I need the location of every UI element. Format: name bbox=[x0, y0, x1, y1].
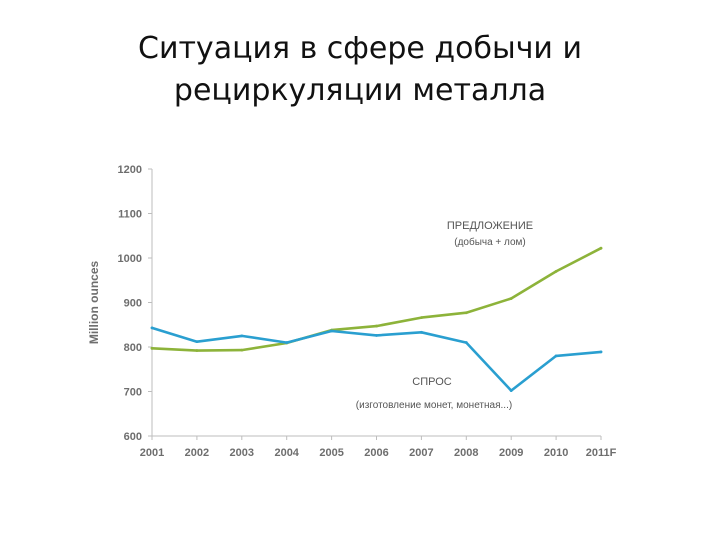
data-point bbox=[599, 350, 603, 354]
data-point bbox=[375, 324, 378, 328]
data-point bbox=[464, 341, 468, 344]
slide-title: Ситуация в сфере добычи и рециркуляции м… bbox=[0, 28, 720, 112]
data-point bbox=[330, 329, 333, 333]
data-point bbox=[150, 346, 154, 350]
x-tick-label: 2007 bbox=[409, 447, 433, 459]
x-tick-label: 2006 bbox=[364, 447, 388, 459]
demand-annotation-label: СПРОС bbox=[412, 376, 452, 388]
chart-annotations: ПРЕДЛОЖЕНИЕ (добыча + лом) СПРОС (изготовле… bbox=[356, 220, 533, 411]
y-tick-label: 1100 bbox=[118, 209, 142, 221]
y-tick-label: 900 bbox=[124, 298, 142, 310]
x-tick-label: 2010 bbox=[544, 447, 568, 459]
x-tick-label: 2011F bbox=[586, 447, 617, 459]
demand-annotation-sub: (изготовление монет, монетная...) bbox=[356, 400, 512, 411]
data-point bbox=[150, 326, 154, 330]
data-point bbox=[554, 269, 558, 273]
data-point bbox=[509, 389, 513, 393]
x-tick-label: 2005 bbox=[319, 447, 343, 459]
supply-annotation-label: ПРЕДЛОЖЕНИЕ bbox=[447, 220, 533, 232]
data-point bbox=[240, 348, 244, 352]
data-point bbox=[554, 354, 558, 358]
chart-axes: 600 700 800 900 1000 1100 1200 2001 2002 2003 2004… bbox=[87, 164, 617, 459]
x-tick-label: 2004 bbox=[274, 447, 299, 459]
y-tick-label: 600 bbox=[124, 431, 142, 443]
x-tick-label: 2009 bbox=[499, 447, 523, 459]
supply-annotation-sub: (добыча + лом) bbox=[454, 236, 526, 248]
y-tick-label: 1200 bbox=[118, 164, 142, 176]
data-point bbox=[375, 334, 378, 337]
data-point bbox=[509, 297, 513, 300]
y-tick-label: 1000 bbox=[118, 253, 142, 265]
x-tick-label: 2003 bbox=[230, 447, 254, 459]
series-line bbox=[150, 326, 603, 392]
chart-series bbox=[150, 246, 603, 393]
x-tick-label: 2002 bbox=[185, 447, 209, 459]
slide-title-line-2: рециркуляции металла bbox=[173, 73, 547, 108]
data-point bbox=[195, 349, 199, 352]
data-point bbox=[285, 341, 289, 344]
data-point bbox=[599, 246, 603, 250]
x-tick-label: 2001 bbox=[140, 447, 164, 459]
y-axis-title: Million ounces bbox=[87, 261, 101, 345]
data-point bbox=[464, 311, 468, 315]
slide-title-line-1: Ситуация в сфере добычи и bbox=[138, 31, 582, 66]
data-point bbox=[420, 330, 423, 334]
y-tick-label: 800 bbox=[124, 342, 142, 354]
data-point bbox=[240, 334, 244, 338]
data-point bbox=[195, 340, 199, 344]
y-tick-label: 700 bbox=[124, 387, 142, 399]
data-point bbox=[420, 316, 423, 320]
x-tick-label: 2008 bbox=[454, 447, 478, 459]
